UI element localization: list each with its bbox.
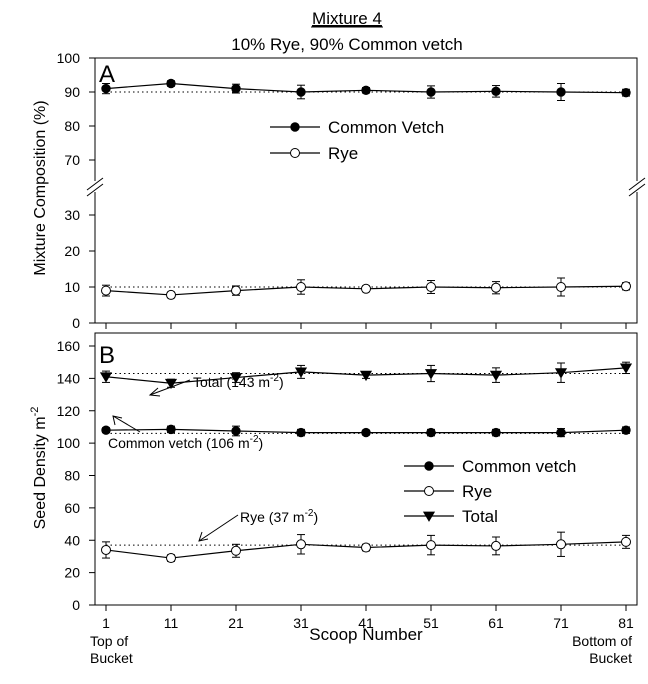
ref-label-rye-end: ) [313, 509, 318, 525]
panel-b-point [362, 428, 370, 436]
panel-b-legend-label: Total [462, 507, 498, 526]
panel-b-letter: B [99, 342, 115, 369]
panel-a-point [557, 88, 565, 96]
x-note-left-line1: Top of [90, 633, 128, 649]
panel-a-point [297, 283, 306, 292]
panel-b-legend-marker [425, 462, 433, 470]
panel-b-point [167, 554, 176, 563]
panel-b-ylabel-text: Seed Density m [32, 416, 49, 529]
panel-b-point [622, 537, 631, 546]
x-tick-label: 21 [228, 615, 244, 631]
x-tick-label: 81 [618, 615, 634, 631]
panel-b-ytick-label: 80 [64, 468, 80, 484]
ref-label-rye: Rye (37 m-2) [240, 508, 318, 525]
panel-a-point [492, 87, 500, 95]
panel-a-point [362, 284, 371, 293]
panel-a-ytick-label: 80 [64, 118, 80, 134]
figure-title: Mixture 4 [312, 9, 382, 28]
panel-b-point [232, 546, 241, 555]
ref-label-vetch: Common vetch (106 m-2) [108, 434, 263, 451]
panel-a-point [362, 86, 370, 94]
plot-layer: 1 11 21 31 41 51 61 71 8170809010001020300204060… [57, 50, 634, 631]
panel-b-ytick-label: 140 [57, 370, 81, 386]
ref-label-vetch-end: ) [259, 435, 264, 451]
panel-b-point [297, 428, 305, 436]
panel-a-point [622, 88, 630, 96]
panel-a-ytick-label: 0 [72, 315, 80, 331]
annotation-arrows [113, 380, 238, 541]
panel-a-ytick-label: 70 [64, 152, 80, 168]
panel-b-ytick-label: 120 [57, 403, 81, 419]
x-note-right-line2: Bucket [589, 650, 632, 666]
panel-a-ytick-label: 90 [64, 84, 80, 100]
panel-a-ytick-label: 100 [57, 50, 81, 66]
panel-b-point [557, 540, 566, 549]
ref-label-total-end: ) [279, 374, 284, 390]
panel-b-point [557, 428, 565, 436]
axis-break [86, 178, 647, 196]
panel-a-point [297, 88, 305, 96]
panel-b-ytick-label: 0 [72, 597, 80, 613]
panel-b-point [232, 427, 240, 435]
ref-label-total-text: Total (143 m [193, 374, 270, 390]
x-note-left-line2: Bucket [90, 650, 133, 666]
panel-b-point [102, 545, 111, 554]
panel-a-ylabel: Mixture Composition (%) [32, 100, 49, 275]
panel-b-point [427, 428, 435, 436]
panel-a-legend-label: Common Vetch [328, 118, 444, 137]
panel-a-point [557, 283, 566, 292]
panel-b-ytick-label: 20 [64, 565, 80, 581]
panel-b-legend-label: Rye [462, 482, 492, 501]
panel-a-point [622, 282, 631, 291]
panel-b-point [491, 371, 501, 380]
panel-a-legend-marker [291, 123, 299, 131]
panel-a-legend-marker [291, 149, 300, 158]
panel-a-point [167, 290, 176, 299]
panel-b-point [622, 426, 630, 434]
panel-a-frame [95, 58, 637, 323]
panel-b-legend-marker [425, 487, 434, 496]
x-tick-label: 51 [423, 615, 439, 631]
x-note-right-line1: Bottom of [572, 633, 632, 649]
panel-b-ytick-label: 40 [64, 532, 80, 548]
x-tick-label: 41 [358, 615, 374, 631]
panel-a-point [102, 286, 111, 295]
panel-a-point [167, 79, 175, 87]
ref-label-rye-text: Rye (37 m [240, 509, 305, 525]
panel-b-ytick-label: 160 [57, 338, 81, 354]
panel-a-point [427, 88, 435, 96]
x-tick-label: 71 [553, 615, 569, 631]
panel-a-ytick-label: 20 [64, 243, 80, 259]
x-tick-label: 11 [164, 615, 179, 631]
panel-a-legend-label: Rye [328, 144, 358, 163]
x-tick-label: 61 [488, 615, 504, 631]
panel-b-legend-label: Common vetch [462, 457, 576, 476]
panel-a-point [492, 283, 501, 292]
panel-b-ytick-label: 100 [57, 435, 81, 451]
panel-b-point [297, 540, 306, 549]
ref-label-vetch-text: Common vetch (106 m [108, 435, 250, 451]
x-tick-label: 31 [293, 615, 309, 631]
panel-a-point [232, 286, 241, 295]
panel-b-ylabel: Seed Density m-2 [29, 407, 49, 530]
panel-b-point [167, 425, 175, 433]
panel-b-ylabel-sup: -2 [29, 407, 41, 417]
panel-a-ytick-label: 30 [64, 207, 80, 223]
figure-subtitle: 10% Rye, 90% Common vetch [231, 35, 463, 54]
panel-b-ytick-label: 60 [64, 500, 80, 516]
panel-a-ytick-label: 10 [64, 279, 80, 295]
panel-b-point [492, 541, 501, 550]
panel-a-point [102, 84, 110, 92]
panel-a-point [232, 84, 240, 92]
arrow-rye [199, 515, 238, 541]
x-tick-label: 1 [102, 615, 110, 631]
panel-a-point [427, 283, 436, 292]
panel-b-point [427, 541, 436, 550]
panel-b-point [492, 428, 500, 436]
panel-b-point [102, 426, 110, 434]
panel-b-point [362, 543, 371, 552]
